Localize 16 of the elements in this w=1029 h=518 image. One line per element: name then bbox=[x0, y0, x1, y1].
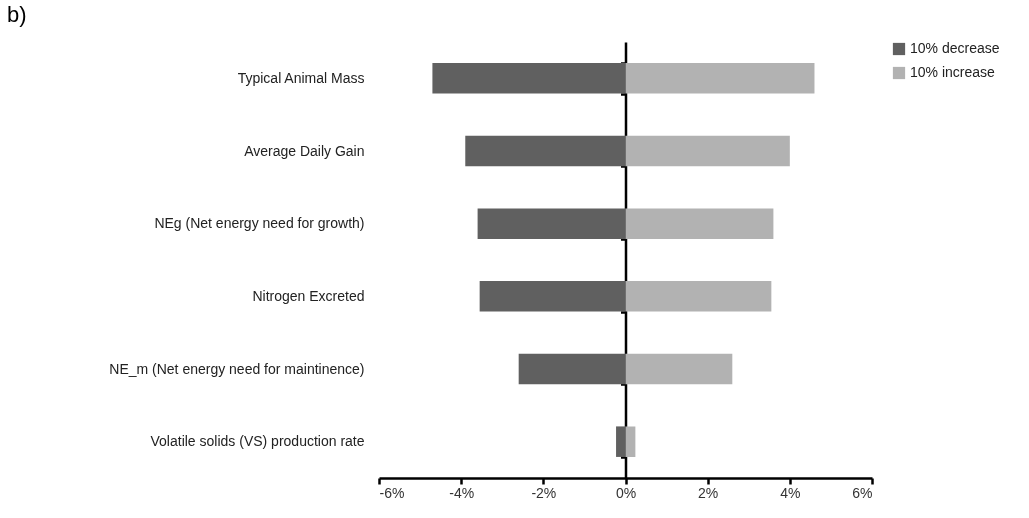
y-tick-label: Average Daily Gain bbox=[244, 142, 365, 159]
x-tick-label: 4% bbox=[780, 484, 801, 501]
text: b) bbox=[7, 2, 27, 27]
y-tick-label: NEg (Net energy need for growth) bbox=[154, 215, 365, 232]
y-tick-label: Volatile solids (VS) production rate bbox=[150, 433, 365, 450]
y-tick-label: Typical Animal Mass bbox=[237, 69, 365, 86]
y-tick-label: Nitrogen Excreted bbox=[252, 287, 365, 304]
y-tick-label: NE_m (Net energy need for maintinence) bbox=[109, 360, 365, 377]
x-tick-label: -2% bbox=[531, 484, 557, 501]
legend-label: 10% increase bbox=[910, 64, 996, 80]
x-tick-label: -4% bbox=[449, 484, 475, 501]
x-tick-label: -6% bbox=[379, 484, 405, 501]
x-tick-label: 2% bbox=[698, 484, 719, 501]
x-tick-label: 0% bbox=[615, 484, 637, 501]
x-tick-label: 6% bbox=[852, 484, 873, 501]
legend-label: 10% decrease bbox=[910, 40, 1000, 56]
